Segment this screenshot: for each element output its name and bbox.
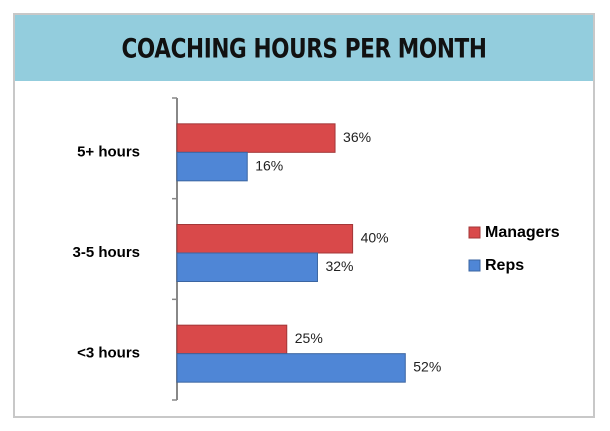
- legend-swatch: [468, 226, 481, 239]
- legend-swatch: [468, 259, 481, 272]
- data-label: 16%: [255, 157, 283, 173]
- data-label: 52%: [413, 359, 441, 375]
- data-label: 25%: [295, 330, 323, 346]
- bar: [176, 324, 288, 355]
- bar: [176, 353, 406, 383]
- bar: [176, 151, 248, 182]
- bar: [176, 224, 354, 254]
- y-tick-label: 3-5 hours: [72, 244, 140, 261]
- title-banner: [15, 15, 593, 81]
- bar: [176, 123, 336, 153]
- chart-frame: [13, 13, 595, 418]
- data-label: 36%: [343, 129, 371, 145]
- data-label: 32%: [325, 258, 353, 274]
- legend-label: Reps: [485, 257, 524, 274]
- bar: [176, 252, 318, 282]
- legend-label: Managers: [485, 224, 560, 241]
- chart-title: COACHING HOURS PER MONTH: [121, 32, 486, 64]
- y-tick-label: <3 hours: [77, 345, 140, 362]
- data-label: 40%: [361, 229, 389, 245]
- y-tick-label: 5+ hours: [77, 143, 140, 160]
